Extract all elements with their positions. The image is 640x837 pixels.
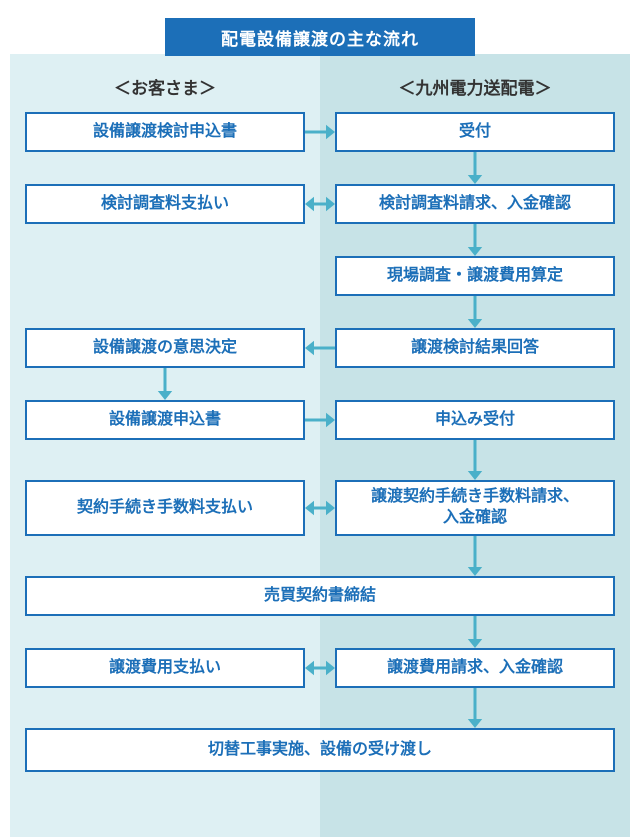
flow-box-l1: 設備譲渡検討申込書: [25, 112, 305, 152]
flow-box-r8: 譲渡費用請求、入金確認: [335, 648, 615, 688]
flow-box-l6: 契約手続き手数料支払い: [25, 480, 305, 536]
flowchart-canvas: 配電設備譲渡の主な流れ ＜お客さま＞ ＜九州電力送配電＞ 設備譲渡検討申込書受付…: [0, 0, 640, 837]
flow-box-w9: 切替工事実施、設備の受け渡し: [25, 728, 615, 772]
customer-column-header: ＜お客さま＞: [25, 74, 305, 102]
flow-box-r5: 申込み受付: [335, 400, 615, 440]
company-column-header: ＜九州電力送配電＞: [335, 74, 615, 102]
flow-box-r3: 現場調査・譲渡費用算定: [335, 256, 615, 296]
flow-box-l5: 設備譲渡申込書: [25, 400, 305, 440]
customer-column-bg: [10, 54, 320, 837]
flow-box-r6: 譲渡契約手続き手数料請求、入金確認: [335, 480, 615, 536]
flow-box-r4: 譲渡検討結果回答: [335, 328, 615, 368]
company-column-bg: [320, 54, 630, 837]
flow-box-l2: 検討調査料支払い: [25, 184, 305, 224]
flow-box-l4: 設備譲渡の意思決定: [25, 328, 305, 368]
flow-box-r1: 受付: [335, 112, 615, 152]
flowchart-title: 配電設備譲渡の主な流れ: [165, 18, 475, 56]
flow-box-l8: 譲渡費用支払い: [25, 648, 305, 688]
flow-box-r2: 検討調査料請求、入金確認: [335, 184, 615, 224]
flow-box-w7: 売買契約書締結: [25, 576, 615, 616]
